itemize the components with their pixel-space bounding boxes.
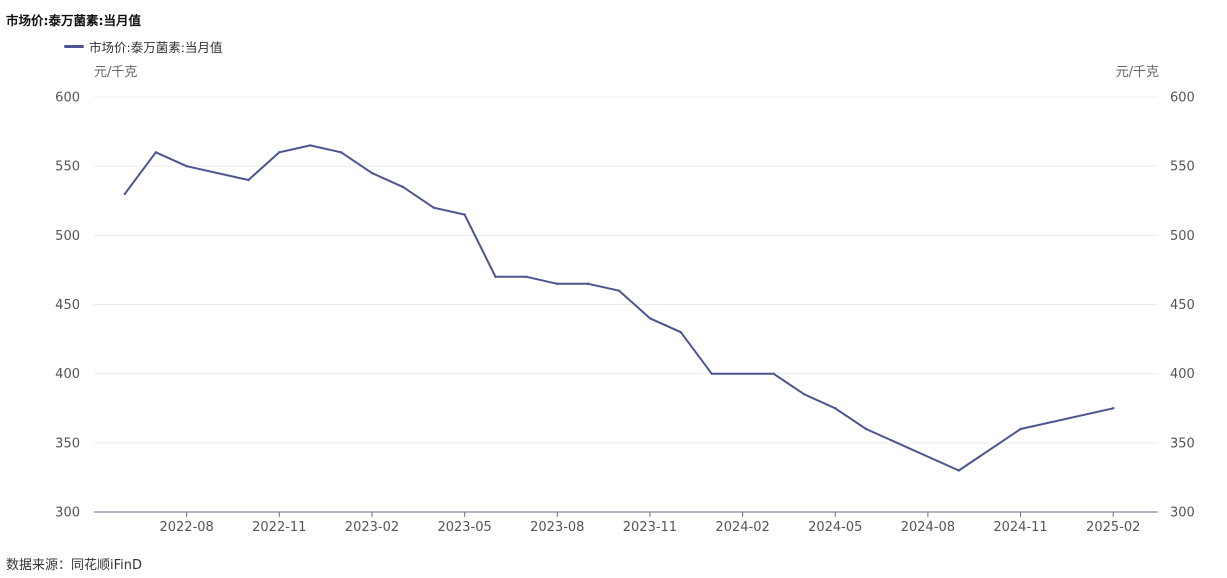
y-tick-label-right: 550	[1170, 160, 1195, 175]
y-tick-label-left: 600	[55, 91, 80, 106]
chart-title: 市场价:泰万菌素:当月值	[6, 13, 141, 28]
data-point	[370, 171, 374, 175]
series-line	[123, 144, 1115, 472]
y-tick-label-right: 450	[1170, 298, 1195, 313]
x-tick-label: 2025-02	[1086, 520, 1140, 535]
data-point	[463, 213, 466, 216]
data-point	[556, 282, 559, 285]
data-point	[339, 151, 343, 154]
y-tick-label-left: 450	[55, 298, 80, 313]
data-point	[247, 178, 250, 182]
series-layer	[123, 144, 1115, 472]
data-point	[957, 469, 960, 472]
data-point	[617, 289, 621, 292]
x-tick-label: 2023-02	[345, 520, 399, 535]
data-point	[185, 164, 188, 168]
y-tick-label-right: 500	[1170, 229, 1195, 244]
y-tick-label-right: 300	[1170, 506, 1195, 521]
data-point	[154, 151, 157, 154]
y-tick-label-left: 300	[55, 506, 80, 521]
y-tick-label-left: 500	[55, 229, 80, 244]
x-tick-label: 2023-05	[437, 520, 491, 535]
data-point	[1112, 407, 1115, 410]
y-axis-right-unit: 元/千克	[1115, 65, 1159, 80]
y-axis-left: 300 350 400 450 500 550 600	[55, 91, 80, 521]
data-point	[525, 275, 528, 279]
data-point	[1019, 427, 1022, 431]
y-tick-label-left: 400	[55, 367, 80, 382]
y-axis-right: 300 350 400 450 500 550 600	[1170, 91, 1195, 521]
data-point	[772, 372, 775, 375]
y-tick-label-right: 600	[1170, 91, 1195, 106]
grid-lines	[94, 96, 1158, 444]
y-tick-label-right: 350	[1170, 436, 1195, 451]
x-tick-label: 2023-11	[623, 520, 677, 535]
data-point	[648, 317, 652, 320]
data-point	[494, 275, 497, 279]
x-tick-label: 2022-11	[252, 520, 306, 535]
legend-swatch	[64, 45, 84, 48]
data-point	[834, 407, 837, 410]
data-point	[308, 144, 312, 147]
x-axis: 2022-08 2022-11 2023-02 2023-05 2023-08 2023-…	[94, 511, 1158, 535]
x-tick-label: 2024-08	[901, 520, 955, 535]
data-point	[710, 372, 713, 375]
y-tick-label-right: 400	[1170, 367, 1195, 382]
data-point	[401, 185, 405, 189]
data-point	[679, 330, 683, 334]
data-point	[278, 151, 281, 154]
data-point	[123, 192, 127, 196]
data-point	[803, 393, 806, 396]
y-axis-left-unit: 元/千克	[94, 65, 138, 80]
x-tick-label: 2024-05	[808, 520, 862, 535]
x-tick-label: 2023-08	[530, 520, 584, 535]
y-tick-label-left: 550	[55, 160, 80, 175]
y-tick-label-left: 350	[55, 436, 80, 451]
legend[interactable]: 市场价:泰万菌素:当月值	[64, 37, 222, 56]
legend-label: 市场价:泰万菌素:当月值	[89, 40, 223, 55]
x-tick-label: 2024-02	[715, 520, 769, 535]
x-tick-label: 2022-08	[159, 520, 213, 535]
x-tick-label: 2024-11	[993, 520, 1047, 535]
data-point	[586, 282, 590, 285]
data-point	[864, 427, 868, 431]
data-source-note: 数据来源：同花顺iFinD	[6, 558, 143, 573]
data-point	[432, 206, 435, 209]
